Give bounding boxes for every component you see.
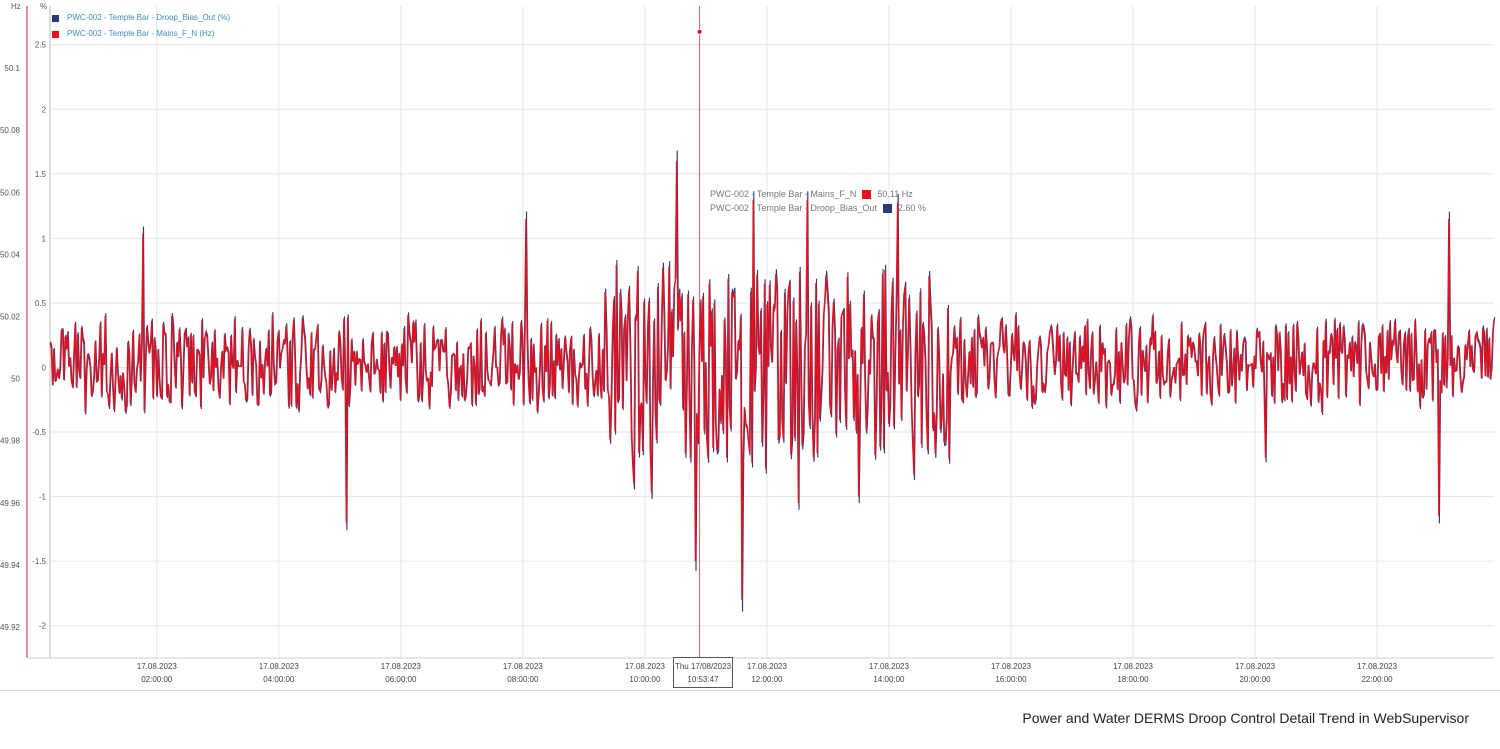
x-tick-date: 17.08.2023 (747, 662, 788, 671)
x-tick-time: 02:00:00 (141, 675, 173, 684)
right-axis-tick-label: 1.5 (35, 170, 47, 179)
right-axis-tick-label: -2 (39, 622, 47, 631)
left-axis-tick-label: 50 (11, 375, 20, 384)
trend-chart[interactable]: -2 -1.5 -1 -0.5 0 0.5 1 1.5 2 2.5 49.92 49.94 49.96 4… (0, 0, 1500, 691)
x-tick-time: 12:00:00 (751, 675, 783, 684)
legend-label: PWC-002 - Temple Bar - Droop_Bias_Out (%… (67, 13, 231, 22)
x-tick-date: 17.08.2023 (625, 662, 666, 671)
tooltip-swatch-red (862, 189, 872, 199)
x-tick-date: 17.08.2023 (1357, 662, 1398, 671)
legend: PWC-002 - Temple Bar - Droop_Bias_Out (%… (52, 10, 230, 42)
legend-item-droop-bias[interactable]: PWC-002 - Temple Bar - Droop_Bias_Out (%… (52, 10, 230, 26)
x-tick-time: 10:00:00 (629, 675, 661, 684)
tooltip-swatch-navy (882, 203, 892, 213)
series-droop-bias-line (50, 150, 1496, 612)
left-axis-tick-label: 49.94 (0, 561, 21, 570)
right-axis-tick-label: -1 (39, 493, 47, 502)
x-tick-date: 17.08.2023 (259, 662, 300, 671)
right-axis-tick-label: 2 (42, 105, 47, 114)
tooltip-label: PWC-002 - Temple Bar - Mains_F_N (710, 189, 857, 199)
x-tick-date: 17.08.2023 (1113, 662, 1154, 671)
x-tick-time: 06:00:00 (385, 675, 417, 684)
x-tick-date: 17.08.2023 (1235, 662, 1276, 671)
series-mains-f-n-line (49, 160, 1495, 600)
left-axis-tick-label: 49.96 (0, 499, 21, 508)
cursor-marker (696, 28, 703, 35)
tooltip-label: PWC-002 - Temple Bar - Droop_Bias_Out (710, 203, 877, 213)
x-tick-date: 17.08.2023 (991, 662, 1032, 671)
trend-plot[interactable]: -2 -1.5 -1 -0.5 0 0.5 1 1.5 2 2.5 49.92 49.94 49.96 4… (0, 0, 1500, 690)
right-axis-tick-label: 0 (42, 364, 47, 373)
x-tick-time: 22:00:00 (1361, 675, 1393, 684)
legend-item-mains-f-n[interactable]: PWC-002 - Temple Bar - Mains_F_N (Hz) (52, 26, 230, 42)
left-axis-tick-label: 50.04 (0, 250, 21, 259)
left-axis-tick-label: 50.06 (0, 188, 21, 197)
x-tick-time: 18:00:00 (1117, 675, 1149, 684)
tooltip-value: 2.60 % (897, 203, 926, 213)
left-axis-tick-label: 50.02 (0, 312, 21, 321)
tooltip-row-mains: PWC-002 - Temple Bar - Mains_F_N 50.11 H… (710, 187, 926, 201)
x-tick-time: 20:00:00 (1239, 675, 1271, 684)
left-axis-tick-label: 49.98 (0, 437, 21, 446)
left-axis-tick-label: 49.92 (0, 623, 21, 632)
x-tick-date: 17.08.2023 (503, 662, 544, 671)
legend-swatch-navy (52, 14, 59, 22)
x-tick-time: 16:00:00 (995, 675, 1027, 684)
left-axis-unit: Hz (11, 2, 21, 11)
right-axis-tick-label: 2.5 (35, 41, 47, 50)
right-axis-unit: % (40, 2, 48, 11)
legend-label: PWC-002 - Temple Bar - Mains_F_N (Hz) (67, 29, 215, 38)
x-tick-date: 17.08.2023 (137, 662, 178, 671)
x-tick-date: 17.08.2023 (869, 662, 910, 671)
left-axis-tick-label: 50.08 (0, 126, 21, 135)
tooltip-value: 50.11 Hz (877, 189, 913, 199)
cursor-date: Thu 17/08/2023 (674, 662, 732, 671)
cursor-time: 10:53:47 (687, 675, 719, 684)
x-tick-time: 04:00:00 (263, 675, 295, 684)
right-axis-tick-label: 1 (42, 234, 47, 243)
right-axis-tick-label: -0.5 (32, 428, 46, 437)
left-axis-tick-label: 50.1 (4, 64, 20, 73)
x-tick-time: 08:00:00 (507, 675, 539, 684)
x-tick-time: 14:00:00 (873, 675, 905, 684)
right-axis-tick-label: 0.5 (35, 299, 47, 308)
hover-tooltip: PWC-002 - Temple Bar - Mains_F_N 50.11 H… (710, 187, 926, 215)
tooltip-row-droop: PWC-002 - Temple Bar - Droop_Bias_Out 2.… (710, 201, 926, 215)
legend-swatch-red (52, 30, 59, 38)
figure-caption: Power and Water DERMS Droop Control Deta… (1022, 710, 1469, 726)
x-tick-date: 17.08.2023 (381, 662, 422, 671)
right-axis-tick-label: -1.5 (32, 557, 46, 566)
cursor-time-label: Thu 17/08/2023 10:53:47 (673, 657, 733, 688)
